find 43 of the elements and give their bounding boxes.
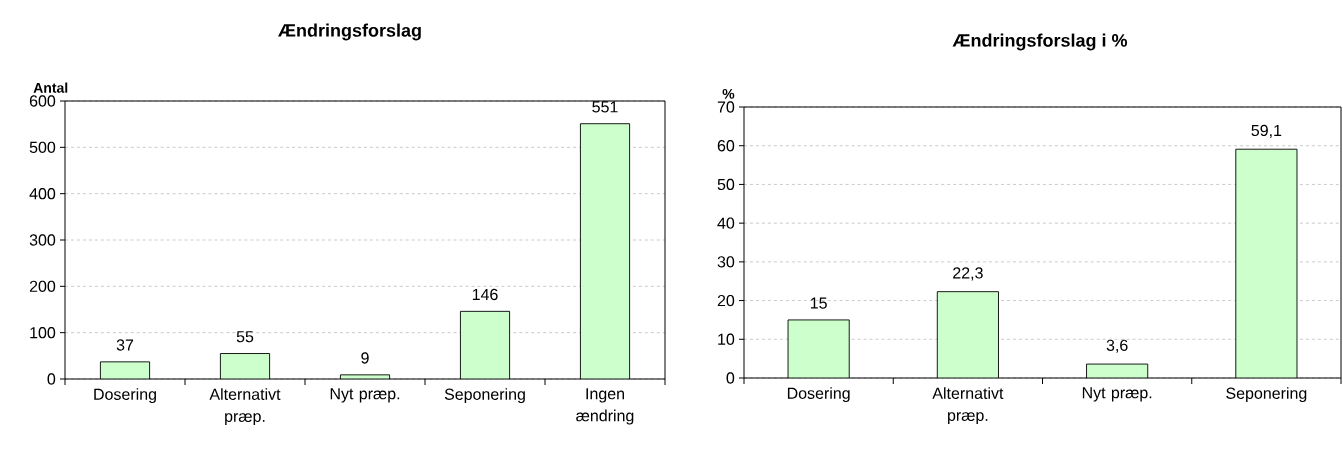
data-label: 59,1 (1251, 124, 1282, 138)
data-label: 551 (592, 101, 618, 113)
data-label: 55 (236, 331, 254, 343)
bar (787, 319, 850, 378)
data-label: 22,3 (953, 267, 983, 281)
y-tick-label: 0 (47, 373, 56, 385)
y-tick-label: 500 (29, 141, 56, 153)
y-tick-label: 0 (726, 372, 735, 384)
data-label: 3,6 (1106, 339, 1128, 353)
y-tick-label: 20 (717, 294, 735, 307)
data-label: 146 (472, 288, 498, 301)
y-axis-title: % (722, 88, 735, 99)
x-tick-label: Nyt præp. (330, 388, 400, 403)
data-label: 9 (361, 352, 369, 364)
x-tick-label: Nyt præp. (1082, 387, 1152, 402)
x-tick-label: Alternativt præp. (932, 387, 1004, 425)
y-tick-label: 400 (29, 188, 56, 200)
x-tick-label: Dosering (94, 388, 156, 404)
x-tick-label: Dosering (787, 387, 850, 403)
bar (459, 310, 511, 379)
y-axis-title: Antal (33, 82, 68, 93)
data-label: 15 (810, 297, 827, 309)
y-tick-label: 30 (717, 256, 735, 268)
x-tick-label: Seponering (1226, 387, 1307, 403)
y-tick-label: 40 (717, 217, 735, 229)
chart-title: Ændringsforslag (278, 23, 421, 41)
bar (579, 123, 631, 379)
data-label: 37 (116, 339, 134, 351)
y-tick-label: 60 (717, 140, 735, 152)
y-tick-label: 100 (30, 327, 56, 339)
bar (219, 353, 271, 379)
y-tick-label: 200 (29, 280, 56, 292)
bar (936, 291, 999, 378)
bar (1235, 148, 1298, 378)
y-tick-label: 50 (717, 178, 735, 191)
x-tick-label: Ingen ændring (576, 388, 634, 425)
y-tick-label: 10 (718, 333, 735, 345)
x-tick-label: Seponering (444, 388, 525, 404)
y-tick-label: 600 (29, 95, 56, 107)
x-tick-label: Alternativt præp. (209, 388, 281, 426)
y-tick-label: 300 (29, 234, 56, 246)
y-tick-label: 70 (717, 101, 735, 113)
chart-title: Ændringsforslag i % (952, 33, 1128, 51)
